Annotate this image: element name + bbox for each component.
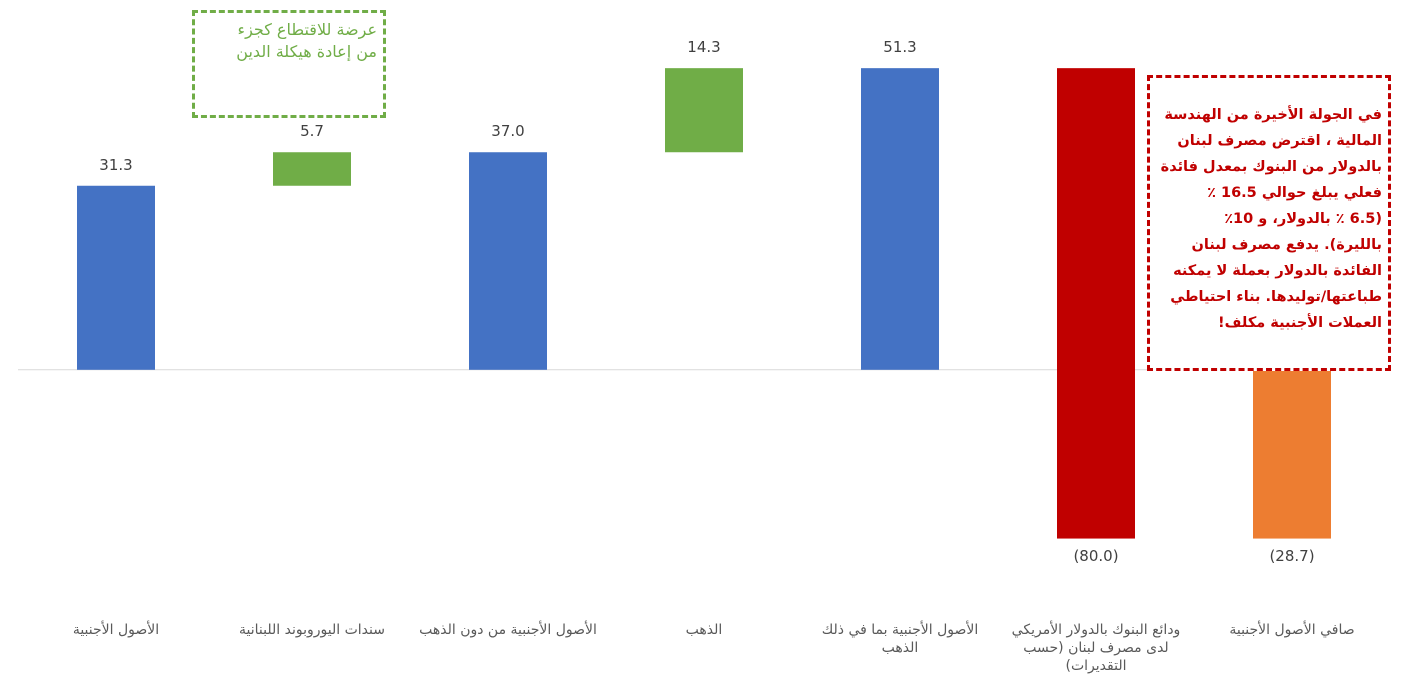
annotation-line: بالليرة). يدفع مصرف لبنان [1191,237,1382,253]
annotation-line: الفائدة بالدولار بعملة لا يمكنه [1173,263,1382,279]
annotation-line: طباعتها/توليدها. بناء احتياطي [1170,289,1382,305]
value-label: (80.0) [1073,546,1119,565]
bar [665,68,743,153]
annotation-box: عرضة للاقتطاع كجزء من إعادة هيكلة الدين [192,10,386,118]
value-label: 37.0 [491,122,525,141]
x-tick-label: الأصول الأجنبية من دون الذهب [419,622,597,638]
x-tick-label: ودائع البنوك بالدولار الأمريكي لدى مصرف … [1011,622,1181,674]
value-label: (28.7) [1269,546,1315,565]
x-tick-label: الأصول الأجنبية بما في ذلك الذهب [821,622,979,656]
value-label: 31.3 [99,155,133,174]
annotation-line: فعلي يبلغ حوالي 16.5 ٪ [1207,185,1382,201]
bar [469,152,547,370]
value-label: 51.3 [883,38,917,57]
annotation-line: بالدولار من البنوك بمعدل فائدة [1160,159,1382,175]
annotation-line: في الجولة الأخيرة من الهندسة [1164,107,1382,123]
x-tick-label: صافي الأصول الأجنبية [1229,622,1355,638]
bar [77,185,155,370]
x-tick-label: سندات اليوروبوند اللبنانية [239,622,385,638]
annotation-line: من إعادة هيكلة الدين [236,42,377,61]
bar [861,68,939,370]
annotation-line: (6.5 ٪ بالدولار، و 10٪ [1224,211,1382,227]
bar [273,152,351,186]
bar [1253,369,1331,539]
value-label: 5.7 [300,122,324,141]
annotation-line: المالية ، اقترض مصرف لبنان [1177,133,1382,149]
annotation-line: عرضة للاقتطاع كجزء [237,20,377,39]
annotation-box: في الجولة الأخيرة من الهندسة المالية ، اق… [1147,75,1391,371]
annotation-line: العملات الأجنبية مكلف! [1218,315,1382,331]
value-label: 14.3 [687,38,721,57]
bar [1057,68,1135,539]
x-tick-label: الذهب [685,622,723,638]
x-tick-label: الأصول الأجنبية [72,622,160,638]
